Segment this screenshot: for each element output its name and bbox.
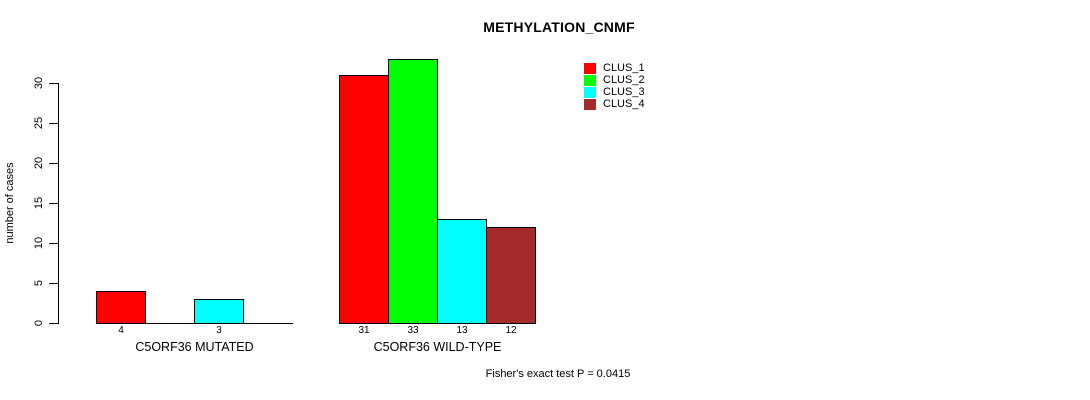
y-tick-mark <box>49 203 58 204</box>
legend-item-clus_4: CLUS_4 <box>584 98 645 110</box>
bar-clus_2-group2 <box>388 59 438 324</box>
y-axis-label: number of cases <box>4 162 16 244</box>
legend-label: CLUS_2 <box>603 74 645 86</box>
y-tick-label: 10 <box>33 236 45 250</box>
y-tick-label: 0 <box>33 319 45 327</box>
bar-value-label: 4 <box>118 325 124 336</box>
y-tick-mark <box>49 323 58 324</box>
legend-item-clus_1: CLUS_1 <box>584 62 645 74</box>
legend-item-clus_2: CLUS_2 <box>584 74 645 86</box>
legend-swatch-clus_1 <box>584 62 596 74</box>
legend-swatch-clus_4 <box>584 98 596 110</box>
y-tick-mark <box>49 243 58 244</box>
y-tick-label: 25 <box>33 116 45 130</box>
bar-value-label: 13 <box>456 325 468 336</box>
group-label: C5ORF36 WILD-TYPE <box>373 340 502 354</box>
y-axis-line <box>58 83 59 324</box>
y-tick-label: 5 <box>33 279 45 287</box>
y-tick-label: 15 <box>33 196 45 210</box>
legend: CLUS_1 CLUS_2 CLUS_3 CLUS_4 <box>584 62 645 110</box>
bar-value-label: 3 <box>216 325 222 336</box>
bar-clus_1-group1 <box>96 291 146 324</box>
chart-title: METHYLATION_CNMF <box>483 19 635 35</box>
y-tick-mark <box>49 123 58 124</box>
y-tick-label: 20 <box>33 156 45 170</box>
legend-swatch-clus_3 <box>584 86 596 98</box>
y-tick-mark <box>49 83 58 84</box>
legend-swatch-clus_2 <box>584 74 596 86</box>
y-tick-label: 30 <box>33 76 45 90</box>
bar-clus_3-group2 <box>437 219 487 324</box>
bar-clus_3-group1 <box>194 299 244 324</box>
y-tick-mark <box>49 283 58 284</box>
legend-label: CLUS_1 <box>603 62 645 74</box>
bar-value-label: 31 <box>358 325 370 336</box>
legend-item-clus_3: CLUS_3 <box>584 86 645 98</box>
group-label: C5ORF36 MUTATED <box>135 340 254 354</box>
legend-label: CLUS_4 <box>603 98 645 110</box>
bar-clus_4-group2 <box>486 227 536 324</box>
bar-value-label: 33 <box>407 325 419 336</box>
bar-clus_1-group2 <box>339 75 389 324</box>
legend-label: CLUS_3 <box>603 86 645 98</box>
bar-value-label: 12 <box>505 325 517 336</box>
y-tick-mark <box>49 163 58 164</box>
pvalue-annotation: Fisher's exact test P = 0.0415 <box>485 368 631 380</box>
